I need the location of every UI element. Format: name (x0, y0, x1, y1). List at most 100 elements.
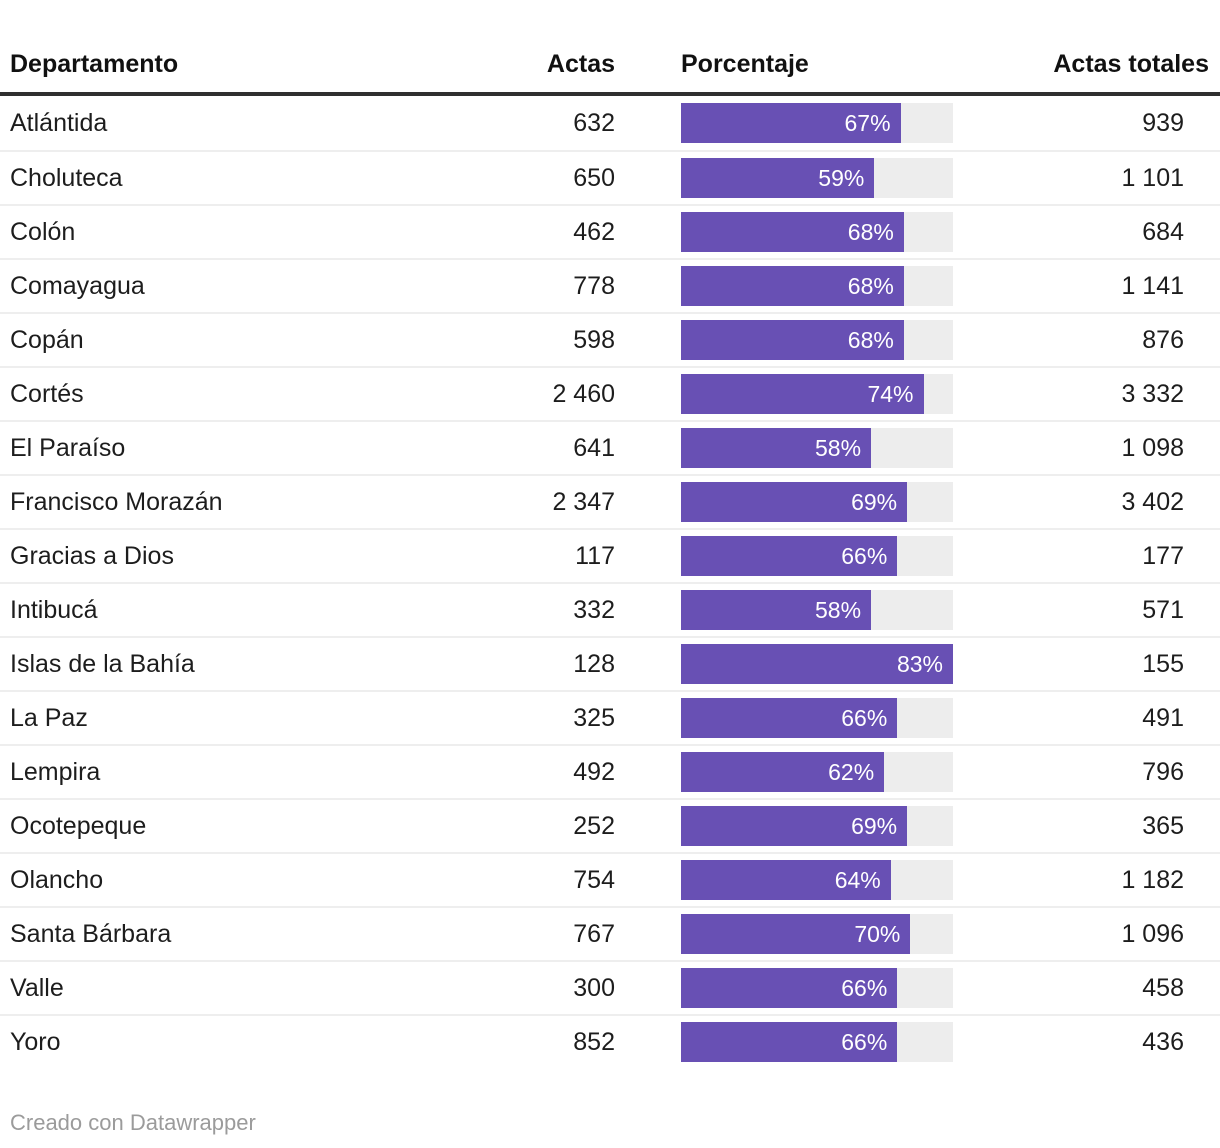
header-actas-totales: Actas totales (1053, 49, 1209, 78)
percentage-bar: 66% (681, 536, 898, 576)
actas-value: 325 (573, 703, 615, 732)
percentage-bar: 68% (681, 320, 904, 360)
table-row: Cortés 2 460 74% 3 332 (0, 366, 1220, 420)
percentage-label: 74% (867, 380, 914, 407)
table-row: Valle 300 66% 458 (0, 960, 1220, 1014)
percentage-bar: 68% (681, 212, 904, 252)
percentage-bar-track: 69% (681, 482, 953, 522)
department-label: Choluteca (10, 163, 123, 192)
percentage-bar-track: 64% (681, 860, 953, 900)
department-label: Ocotepeque (10, 811, 147, 840)
table-row: Colón 462 68% 684 (0, 204, 1220, 258)
percentage-label: 66% (841, 704, 888, 731)
percentage-bar: 66% (681, 1022, 898, 1062)
percentage-label: 67% (844, 109, 891, 136)
percentage-label: 59% (818, 164, 865, 191)
table-row: Atlántida 632 67% 939 (0, 96, 1220, 150)
department-label: Santa Bárbara (10, 919, 172, 948)
department-label: Valle (10, 973, 64, 1002)
percentage-bar-track: 66% (681, 536, 953, 576)
actas-value: 462 (573, 217, 615, 246)
percentage-bar-track: 68% (681, 320, 953, 360)
percentage-label: 69% (851, 812, 898, 839)
actas-totales-value: 939 (1142, 108, 1184, 137)
percentage-bar: 68% (681, 266, 904, 306)
department-label: Cortés (10, 379, 84, 408)
percentage-bar-track: 83% (681, 644, 953, 684)
department-label: Colón (10, 217, 76, 246)
percentage-bar: 74% (681, 374, 924, 414)
actas-totales-value: 1 098 (1121, 433, 1184, 462)
table-row: Choluteca 650 59% 1 101 (0, 150, 1220, 204)
actas-totales-value: 1 141 (1121, 271, 1184, 300)
percentage-bar-track: 59% (681, 158, 953, 198)
actas-value: 852 (573, 1027, 615, 1056)
percentage-bar: 58% (681, 428, 872, 468)
percentage-bar-track: 58% (681, 428, 953, 468)
table-header: Departamento Actas Porcentaje Actas tota… (0, 36, 1220, 96)
percentage-label: 62% (828, 758, 875, 785)
department-label: Lempira (10, 757, 101, 786)
actas-totales-value: 1 096 (1121, 919, 1184, 948)
footer: Creado con Datawrapper (0, 1110, 1220, 1136)
actas-value: 632 (573, 108, 615, 137)
actas-value: 767 (573, 919, 615, 948)
actas-value: 754 (573, 865, 615, 894)
percentage-label: 69% (851, 488, 898, 515)
table-row: Gracias a Dios 117 66% 177 (0, 528, 1220, 582)
percentage-bar-track: 66% (681, 698, 953, 738)
actas-totales-value: 571 (1142, 595, 1184, 624)
department-label: Francisco Morazán (10, 487, 223, 516)
percentage-bar: 62% (681, 752, 885, 792)
department-label: Comayagua (10, 271, 145, 300)
actas-totales-value: 436 (1142, 1027, 1184, 1056)
datawrapper-credit-link[interactable]: Creado con Datawrapper (10, 1110, 256, 1135)
table-row: Comayagua 778 68% 1 141 (0, 258, 1220, 312)
table-row: Intibucá 332 58% 571 (0, 582, 1220, 636)
table-row: Yoro 852 66% 436 (0, 1014, 1220, 1068)
header-porcentaje: Porcentaje (681, 49, 809, 78)
header-actas: Actas (546, 49, 615, 78)
percentage-label: 70% (854, 920, 901, 947)
actas-totales-value: 876 (1142, 325, 1184, 354)
actas-totales-value: 365 (1142, 811, 1184, 840)
table-row: Copán 598 68% 876 (0, 312, 1220, 366)
percentage-label: 68% (847, 326, 894, 353)
percentage-bar-track: 62% (681, 752, 953, 792)
actas-value: 598 (573, 325, 615, 354)
percentage-label: 58% (815, 596, 862, 623)
table-row: Lempira 492 62% 796 (0, 744, 1220, 798)
actas-value: 650 (573, 163, 615, 192)
table-row: La Paz 325 66% 491 (0, 690, 1220, 744)
percentage-label: 68% (847, 272, 894, 299)
actas-totales-value: 684 (1142, 217, 1184, 246)
actas-value: 641 (573, 433, 615, 462)
actas-totales-value: 491 (1142, 703, 1184, 732)
actas-value: 778 (573, 271, 615, 300)
actas-value: 252 (573, 811, 615, 840)
percentage-bar: 70% (681, 914, 911, 954)
table-body: Atlántida 632 67% 939 Choluteca 650 59% (0, 96, 1220, 1068)
table-row: Olancho 754 64% 1 182 (0, 852, 1220, 906)
header-departamento: Departamento (10, 49, 179, 78)
percentage-label: 64% (834, 866, 881, 893)
percentage-bar: 69% (681, 806, 908, 846)
percentage-bar: 67% (681, 103, 901, 143)
percentage-label: 66% (841, 1028, 888, 1055)
table-row: Francisco Morazán 2 347 69% 3 402 (0, 474, 1220, 528)
department-label: Copán (10, 325, 84, 354)
percentage-bar: 66% (681, 698, 898, 738)
actas-totales-value: 796 (1142, 757, 1184, 786)
percentage-bar: 66% (681, 968, 898, 1008)
percentage-label: 66% (841, 974, 888, 1001)
percentage-bar: 69% (681, 482, 908, 522)
percentage-bar-track: 67% (681, 103, 953, 143)
table-row: Ocotepeque 252 69% 365 (0, 798, 1220, 852)
percentage-label: 68% (847, 218, 894, 245)
department-label: Olancho (10, 865, 104, 894)
percentage-bar-track: 74% (681, 374, 953, 414)
actas-totales-value: 177 (1142, 541, 1184, 570)
actas-value: 332 (573, 595, 615, 624)
percentage-bar: 64% (681, 860, 891, 900)
actas-totales-value: 458 (1142, 973, 1184, 1002)
